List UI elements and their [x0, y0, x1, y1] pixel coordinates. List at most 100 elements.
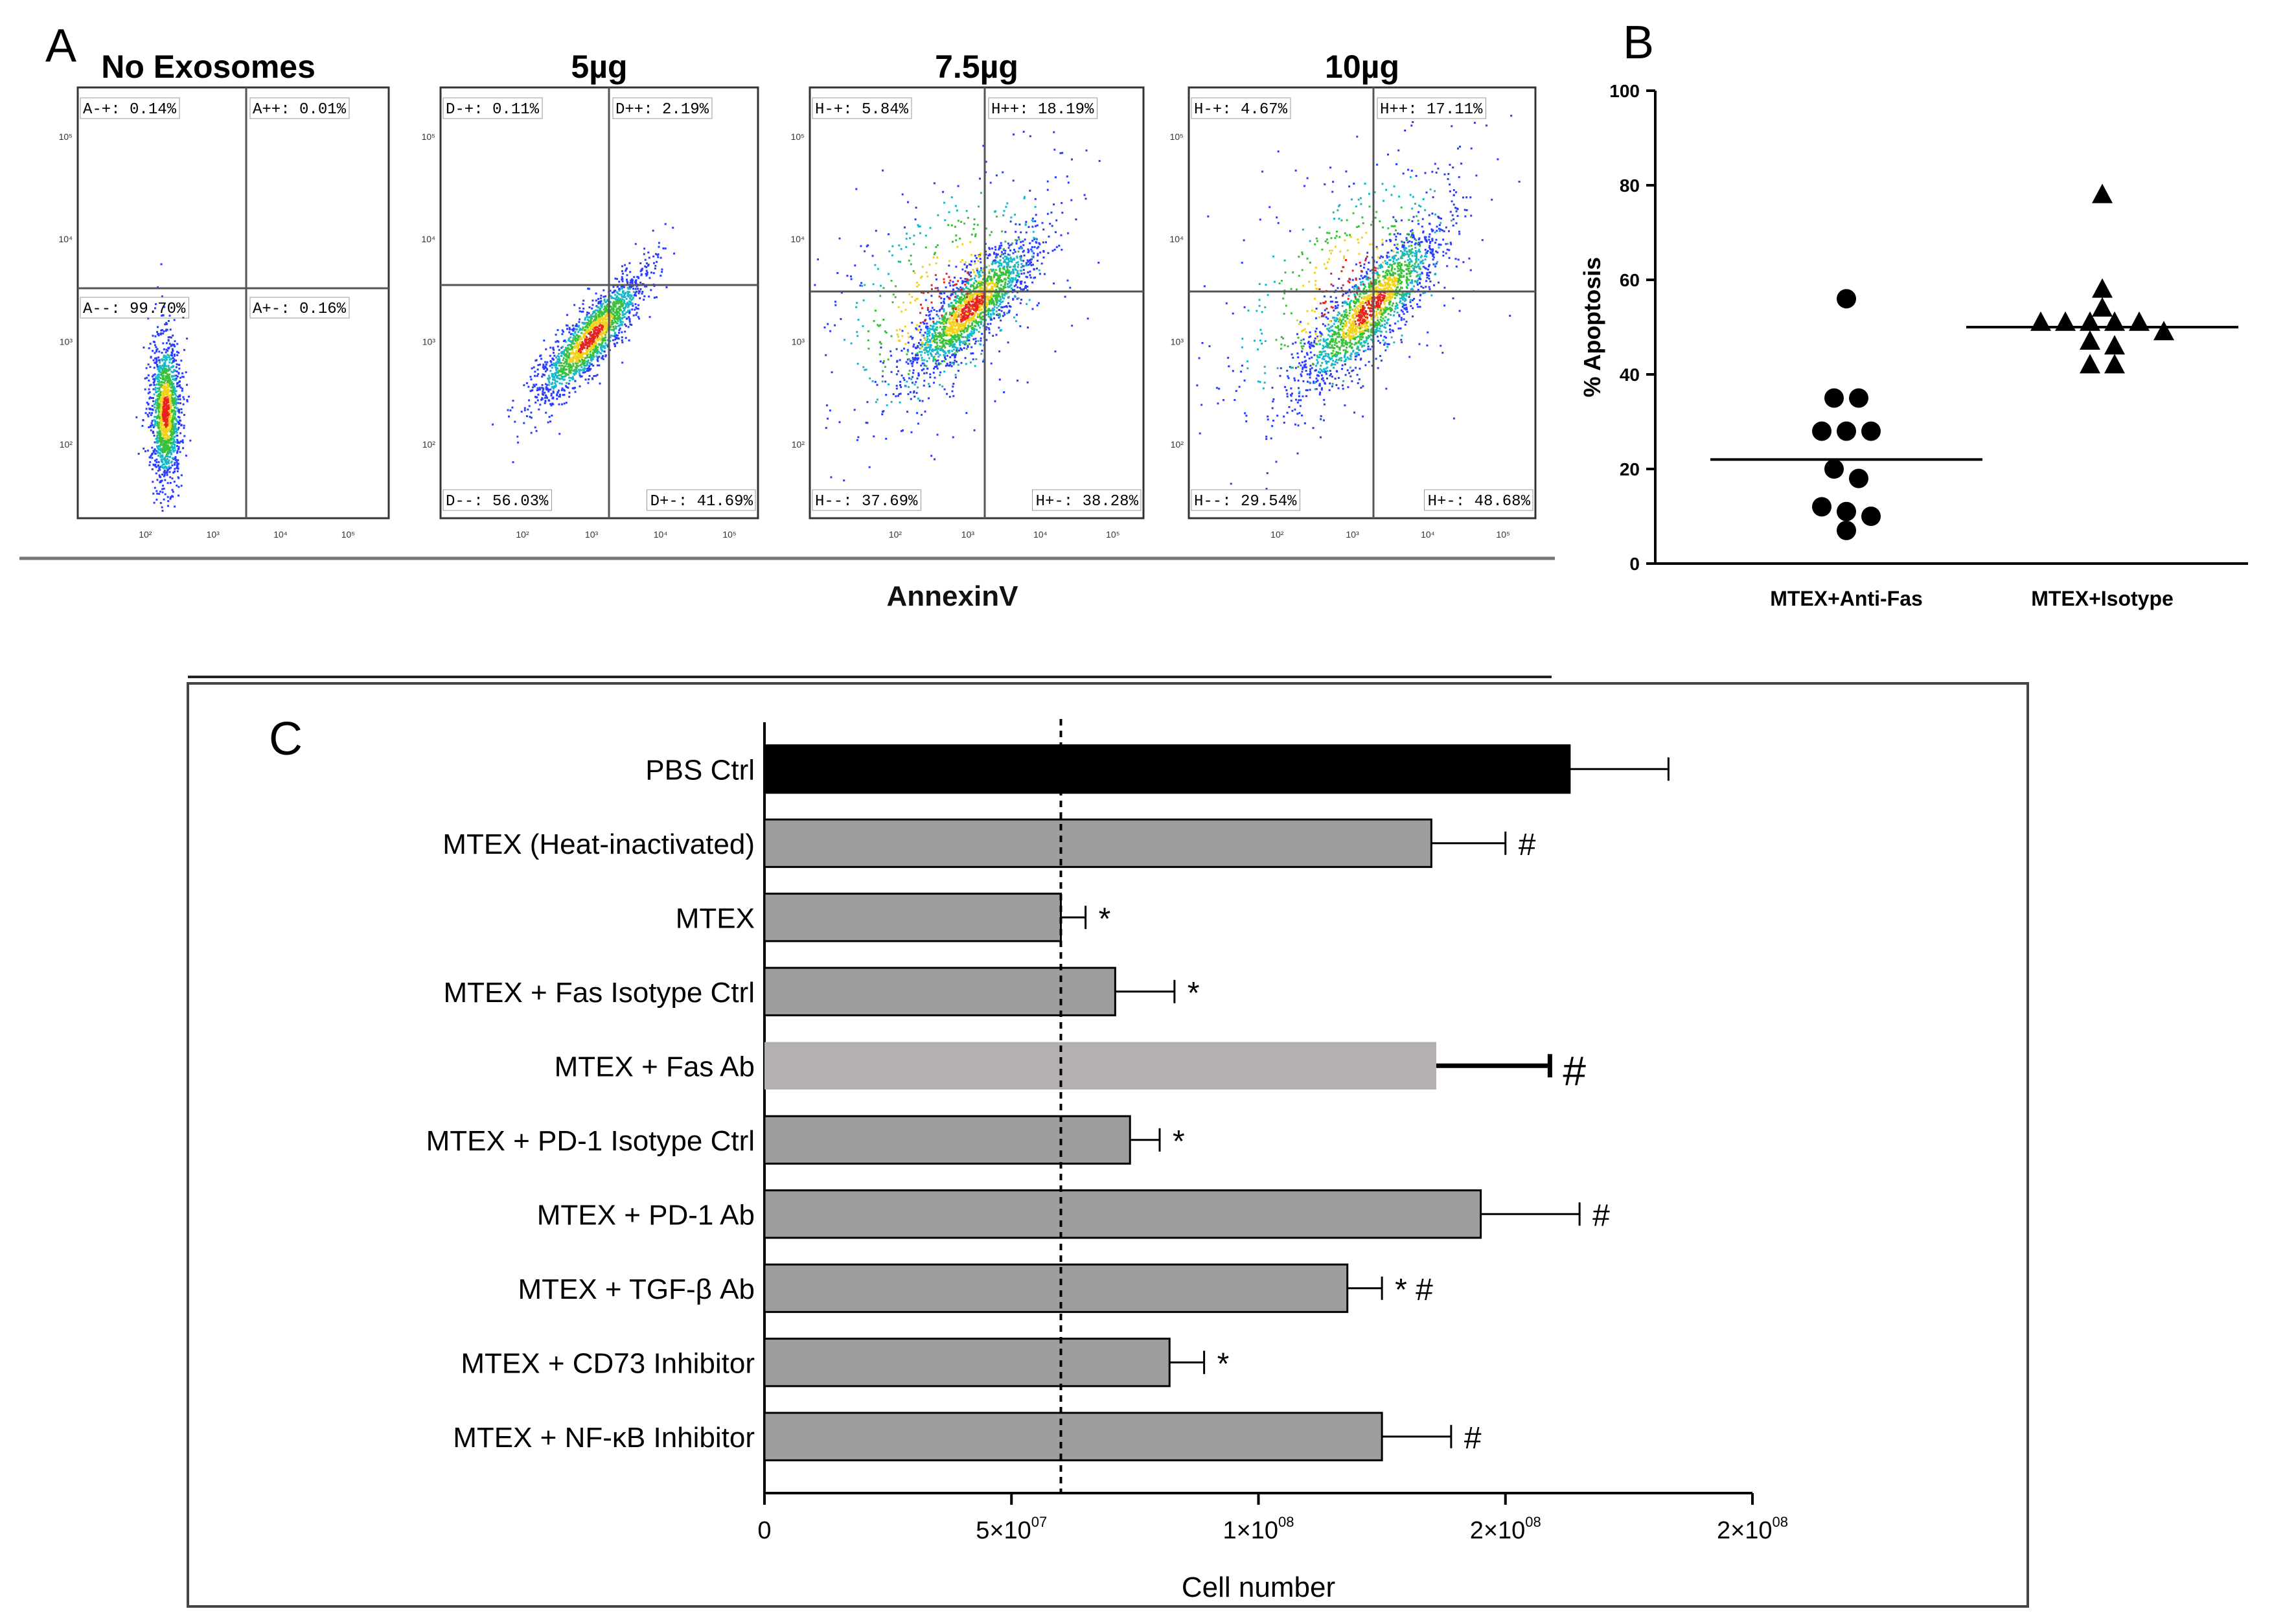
flow-event — [597, 322, 600, 325]
flow-event — [162, 450, 165, 453]
flow-event — [980, 295, 983, 297]
flow-event — [945, 365, 947, 367]
flow-event — [609, 340, 612, 342]
flow-event — [157, 403, 160, 406]
flow-event — [979, 284, 982, 287]
flow-event — [161, 464, 164, 466]
flow-event — [901, 330, 904, 332]
flow-event — [603, 312, 605, 315]
flow-event — [155, 383, 158, 386]
flow-event — [1002, 253, 1004, 255]
flow-event — [172, 409, 175, 411]
flow-event — [934, 334, 937, 336]
flow-event — [581, 359, 584, 361]
flow-event — [156, 451, 159, 454]
flow-event — [582, 368, 584, 371]
flow-event — [561, 372, 564, 375]
flow-event — [629, 281, 632, 284]
flow-event — [166, 469, 169, 472]
flow-event — [161, 417, 163, 419]
flow-event — [1031, 246, 1033, 248]
flow-event — [174, 393, 177, 395]
flow-event — [174, 456, 177, 459]
flow-event — [166, 394, 168, 397]
flow-event — [996, 294, 999, 297]
flow-event — [910, 398, 912, 400]
flow-event — [565, 402, 568, 404]
flow-event — [981, 286, 983, 289]
flow-event — [168, 373, 171, 376]
flow-event — [594, 335, 597, 337]
flow-event — [913, 359, 916, 361]
flow-event — [523, 407, 526, 409]
flow-event — [923, 372, 926, 374]
flow-event — [542, 387, 545, 390]
flow-event — [876, 383, 878, 386]
flow-event — [912, 360, 914, 363]
flow-event — [974, 287, 977, 290]
flow-event — [569, 359, 571, 361]
flow-event — [536, 369, 539, 371]
flow-event — [1085, 198, 1087, 200]
flow-event — [990, 276, 993, 278]
flow-event — [582, 342, 584, 345]
flow-event — [155, 421, 158, 424]
flow-event — [995, 289, 998, 291]
flow-event — [553, 378, 556, 381]
flow-event — [924, 352, 926, 354]
flow-event — [160, 440, 163, 442]
flow-event — [917, 374, 920, 377]
flow-event — [880, 347, 882, 348]
flow-event — [169, 383, 172, 385]
flow-event — [926, 333, 928, 335]
flow-event — [994, 248, 997, 251]
flow-event — [617, 297, 620, 299]
flow-event — [170, 496, 172, 498]
flow-x-tick-label: 10⁵ — [341, 529, 355, 540]
flow-event — [164, 479, 166, 481]
flow-event — [966, 296, 968, 299]
flow-event — [967, 328, 969, 330]
flow-event — [1014, 264, 1016, 266]
flow-event — [947, 350, 949, 352]
flow-event — [166, 474, 168, 476]
flow-event — [579, 342, 582, 345]
flow-event — [166, 323, 168, 325]
flow-event — [558, 374, 560, 376]
flow-event — [581, 348, 584, 350]
flow-event — [892, 293, 895, 296]
flow-event — [1027, 225, 1030, 228]
flow-event — [557, 345, 559, 348]
flow-event — [174, 505, 176, 508]
flow-event — [921, 343, 924, 345]
flow-event — [146, 413, 149, 416]
flow-event — [933, 337, 936, 339]
flow-event — [177, 448, 179, 450]
flow-event — [597, 310, 600, 313]
flow-event — [593, 330, 595, 333]
flow-event — [978, 325, 980, 327]
flow-event — [906, 380, 908, 383]
flow-event — [636, 275, 639, 278]
flow-event — [1037, 246, 1040, 248]
flow-event — [949, 361, 952, 364]
flow-event — [573, 369, 576, 372]
flow-event — [968, 303, 970, 305]
flow-event — [545, 368, 548, 371]
flow-event — [962, 325, 965, 328]
flow-event — [547, 390, 550, 393]
flow-event — [1007, 264, 1009, 267]
flow-event — [174, 411, 176, 413]
flow-event — [604, 347, 606, 349]
flow-event — [586, 345, 589, 347]
flow-event — [979, 286, 982, 289]
flow-event — [168, 367, 170, 370]
flow-event — [996, 279, 999, 280]
flow-event — [161, 409, 164, 412]
flow-event — [177, 416, 179, 418]
flow-event — [586, 347, 588, 349]
flow-event — [1037, 253, 1039, 255]
flow-event — [143, 347, 145, 348]
flow-event — [912, 345, 915, 348]
flow-event — [163, 424, 165, 426]
